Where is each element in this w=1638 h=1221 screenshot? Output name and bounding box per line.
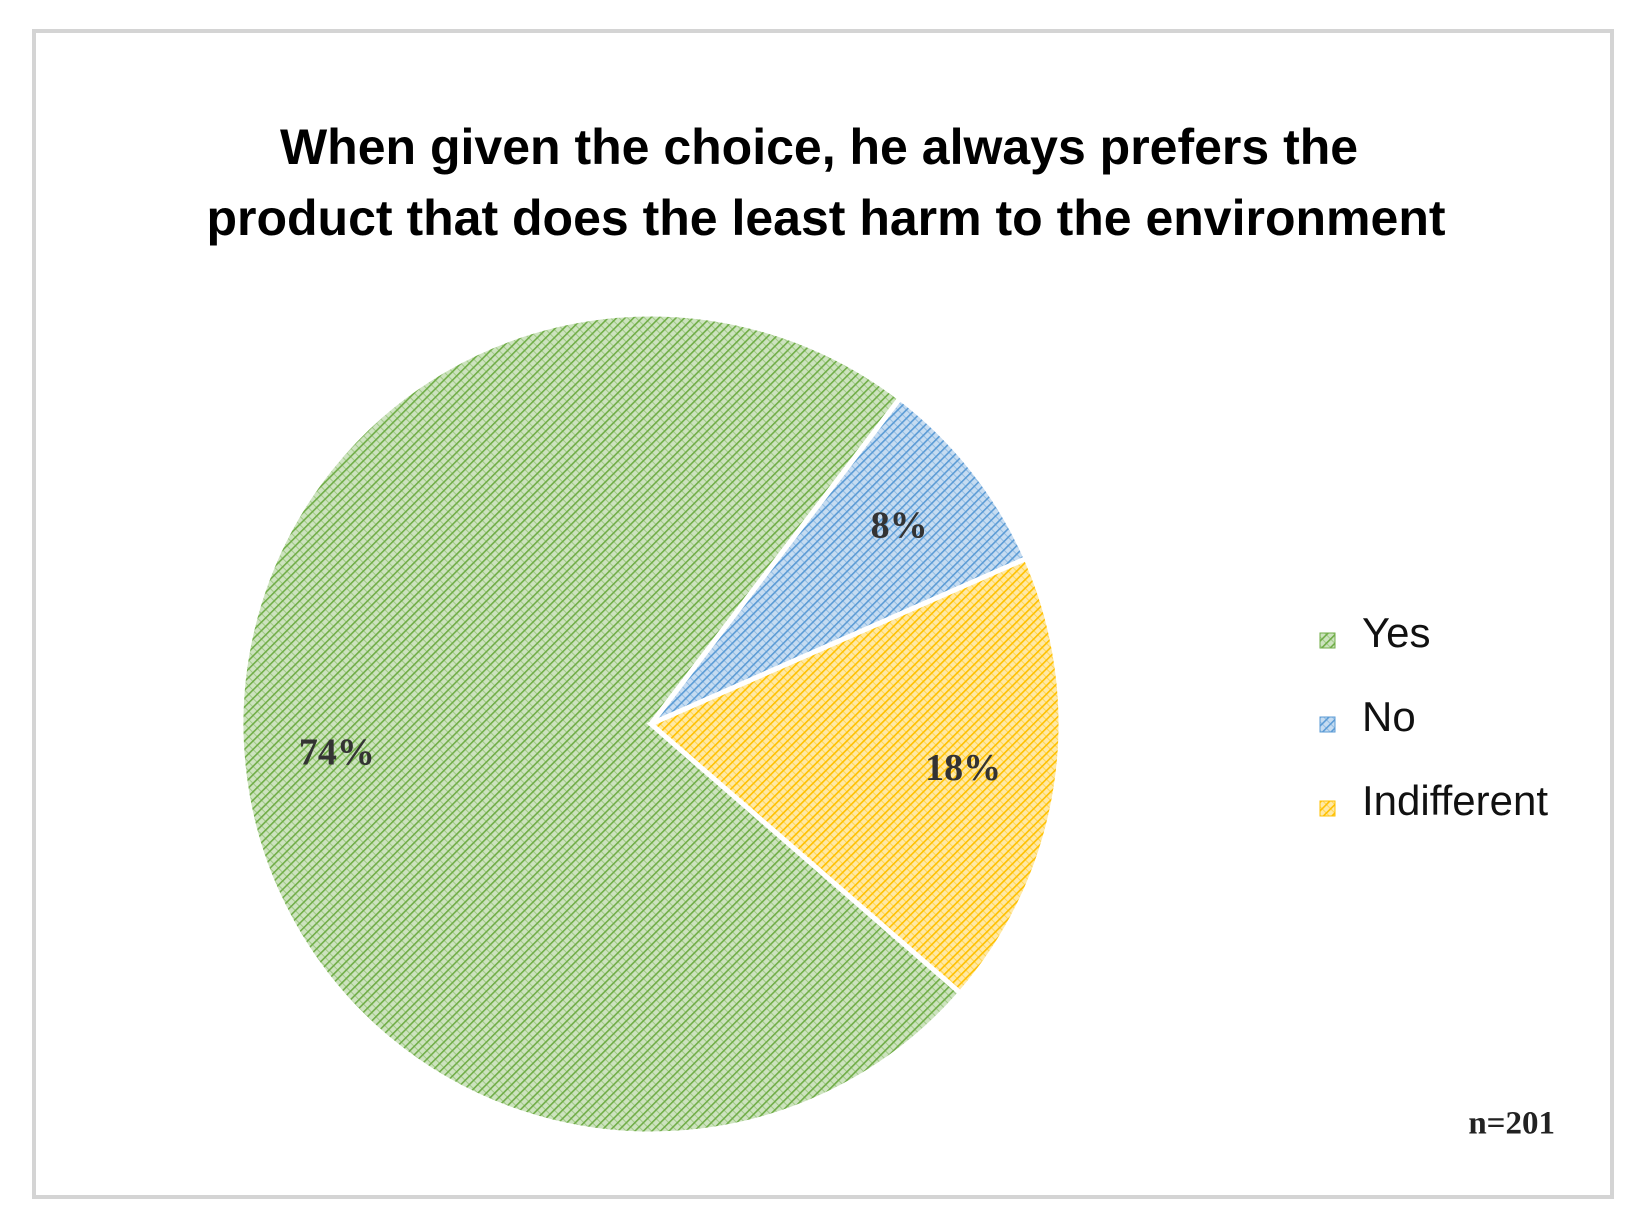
title-line: product that does the least harm to the … <box>206 190 1445 246</box>
annotation: n=201 <box>1468 1106 1555 1142</box>
legend-label: Indifferent <box>1362 777 1548 824</box>
title-line: When given the choice, he always prefers… <box>280 119 1358 175</box>
legend-label: Yes <box>1362 609 1431 656</box>
chart-title: When given the choice, he always prefers… <box>206 119 1445 246</box>
legend-swatch <box>1319 716 1336 733</box>
data-label: 8% <box>871 504 928 546</box>
data-label: 74% <box>299 732 375 774</box>
data-label: 18% <box>925 747 1001 789</box>
pie-slice <box>238 311 964 1137</box>
legend-swatch <box>1319 632 1336 649</box>
legend-swatch <box>1319 800 1336 817</box>
pie-slice <box>646 555 1064 997</box>
legend-label: No <box>1362 693 1416 740</box>
pie-slice <box>649 394 1030 727</box>
